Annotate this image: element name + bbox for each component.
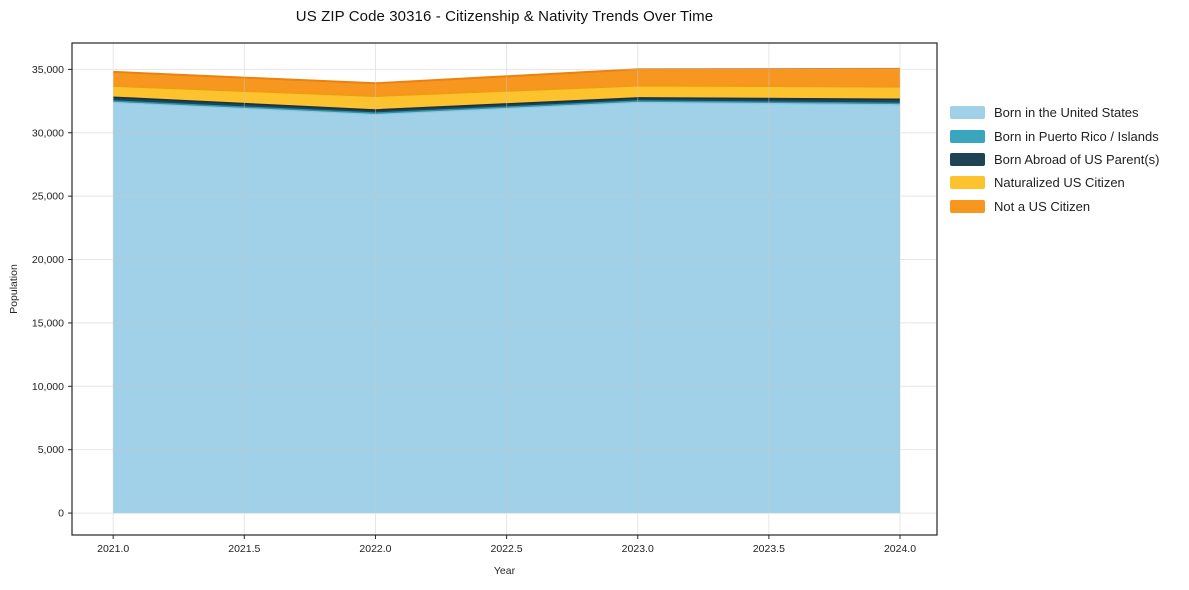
legend-item-born-in-the-united-states[interactable]: Born in the United States bbox=[950, 101, 1159, 124]
legend-swatch bbox=[950, 176, 985, 190]
x-axis-label: Year bbox=[493, 565, 516, 577]
x-tick-label: 2023.0 bbox=[622, 543, 654, 555]
y-tick-label: 35,000 bbox=[32, 64, 64, 76]
edge-born-in-puerto-rico-islands bbox=[113, 100, 901, 114]
legend-label: Naturalized US Citizen bbox=[994, 175, 1125, 191]
x-tick-label: 2021.5 bbox=[228, 543, 260, 555]
y-tick-label: 5,000 bbox=[38, 444, 64, 456]
legend-swatch bbox=[950, 152, 985, 166]
area-series-group bbox=[113, 68, 901, 514]
plot-border bbox=[71, 42, 938, 536]
x-tick-label: 2021.0 bbox=[97, 543, 129, 555]
legend-label: Not a US Citizen bbox=[994, 198, 1091, 214]
y-tick-label: 20,000 bbox=[32, 254, 64, 266]
y-tick-label: 30,000 bbox=[32, 127, 64, 139]
legend-swatch bbox=[950, 129, 985, 143]
legend-label: Born Abroad of US Parent(s) bbox=[994, 151, 1160, 167]
y-tick-label: 15,000 bbox=[32, 317, 64, 329]
legend-label: Born in the United States bbox=[994, 105, 1139, 121]
area-born-in-the-united-states bbox=[113, 102, 901, 514]
edge-not-a-us-citizen bbox=[113, 67, 901, 85]
area-not-a-us-citizen bbox=[113, 68, 901, 96]
y-tick-label: 0 bbox=[58, 508, 64, 520]
legend-label: Born in Puerto Rico / Islands bbox=[994, 128, 1159, 144]
area-edge-lines bbox=[113, 67, 901, 116]
x-tick-label: 2024.0 bbox=[884, 543, 916, 555]
y-tick-label: 10,000 bbox=[32, 381, 64, 393]
edge-born-in-the-united-states bbox=[113, 101, 901, 116]
legend-swatch bbox=[950, 199, 985, 213]
edge-born-abroad-of-us-parent-s bbox=[113, 96, 901, 111]
area-naturalized-us-citizen bbox=[113, 85, 901, 110]
chart-title: US ZIP Code 30316 - Citizenship & Nativi… bbox=[295, 8, 714, 25]
legend-item-born-in-puerto-rico-islands[interactable]: Born in Puerto Rico / Islands bbox=[950, 124, 1159, 147]
tick-labels: 0 5,000 10,000 15,000 20,000 25,000 30,000 35,0… bbox=[32, 64, 916, 555]
legend-swatch bbox=[950, 106, 985, 120]
gridlines bbox=[72, 43, 937, 535]
x-tick-label: 2022.5 bbox=[491, 543, 523, 555]
y-tick-label: 25,000 bbox=[32, 191, 64, 203]
legend-item-naturalized-us-citizen[interactable]: Naturalized US Citizen bbox=[950, 171, 1159, 194]
legend-item-not-a-us-citizen[interactable]: Not a US Citizen bbox=[950, 195, 1159, 218]
x-tick-label: 2022.0 bbox=[359, 543, 391, 555]
y-axis-label: Population bbox=[8, 264, 20, 314]
legend: Born in the United States Born in Puerto… bbox=[950, 101, 1159, 218]
legend-item-born-abroad-of-us-parent-s[interactable]: Born Abroad of US Parent(s) bbox=[950, 148, 1159, 171]
tick-marks bbox=[68, 68, 901, 539]
edge-naturalized-us-citizen bbox=[113, 84, 901, 97]
x-tick-label: 2023.5 bbox=[753, 543, 785, 555]
